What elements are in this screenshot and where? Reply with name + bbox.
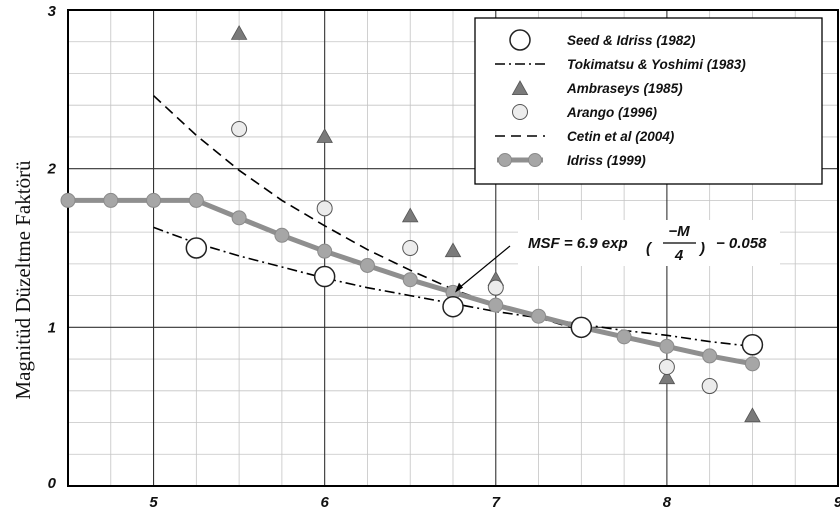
data-point (402, 240, 419, 256)
formula-numerator: −M (668, 223, 690, 240)
data-point (616, 329, 632, 345)
data-point (231, 210, 247, 226)
data-point (230, 24, 248, 40)
data-point (402, 272, 418, 288)
legend-symbol (512, 104, 528, 120)
data-point (444, 242, 462, 258)
y-tick-label: 0 (48, 475, 57, 492)
data-point (231, 121, 248, 137)
legend-label: Ambraseys (1985) (566, 81, 683, 96)
legend-entry: Seed & Idriss (1982) (509, 29, 696, 51)
y-tick-label: 2 (47, 161, 57, 178)
legend: Seed & Idriss (1982) Tokimatsu & Yoshimi … (474, 17, 823, 185)
x-tick-label: 6 (320, 494, 329, 511)
data-point (316, 200, 333, 217)
data-point (313, 265, 336, 288)
series-layer (60, 24, 764, 423)
legend-entry: Ambraseys (1985) (511, 80, 683, 96)
data-point (60, 192, 76, 208)
legend-entry: Cetin et al (2004) (495, 129, 675, 144)
data-point (103, 192, 119, 208)
legend-label: Cetin et al (2004) (567, 129, 675, 144)
formula-denominator: 4 (674, 247, 684, 264)
x-tick-label: 8 (663, 494, 672, 511)
formula-annotation: MSF = 6.9 exp ( −M 4) − 0.058 (455, 220, 780, 293)
data-point (744, 407, 761, 423)
data-point (185, 237, 208, 259)
data-point (188, 192, 204, 208)
legend-symbol (509, 29, 531, 51)
y-tick-label: 3 (48, 3, 57, 20)
axes: 5 6 7 8 9 0 1 2 3 (47, 3, 840, 511)
data-point (744, 356, 760, 372)
formula-paren-right: ) (698, 240, 705, 257)
legend-marker (498, 153, 512, 167)
legend-label: Arango (1996) (566, 105, 658, 120)
data-point (359, 257, 375, 273)
data-point (487, 279, 504, 296)
series-open-circle (185, 237, 764, 356)
data-point (146, 192, 162, 208)
legend-label: Tokimatsu & Yoshimi (1983) (567, 57, 746, 72)
formula-lhs: MSF = 6.9 exp (528, 235, 628, 252)
annotation-arrowhead (455, 282, 463, 293)
annotation-arrow (456, 245, 511, 291)
data-point (701, 378, 718, 395)
formula-rhs: − 0.058 (716, 235, 767, 252)
legend-entry: Idriss (1999) (497, 153, 646, 168)
data-point (442, 295, 464, 318)
legend-entry: Tokimatsu & Yoshimi (1983) (495, 57, 746, 72)
legend-label: Seed & Idriss (1982) (567, 33, 696, 48)
formula-paren-left: ( (646, 240, 653, 257)
data-point (317, 243, 333, 259)
legend-label: Idriss (1999) (567, 153, 646, 168)
y-tick-label: 1 (48, 319, 56, 336)
data-point (741, 334, 764, 356)
legend-marker (528, 153, 542, 167)
data-point (570, 316, 593, 339)
x-tick-label: 5 (149, 494, 158, 511)
data-point (488, 297, 504, 313)
data-point (702, 348, 718, 364)
formula-box (518, 220, 780, 266)
x-tick-label: 9 (834, 494, 840, 511)
x-tick-label: 7 (492, 494, 501, 511)
data-point (659, 338, 675, 354)
legend-entry: Arango (1996) (512, 104, 658, 120)
data-point (274, 227, 290, 243)
data-point (401, 207, 419, 223)
data-point (316, 128, 333, 143)
data-point (658, 369, 676, 385)
legend-symbol (511, 80, 529, 95)
y-axis-label: Magnitüd Düzeltme Faktörü (11, 160, 35, 400)
data-point (658, 359, 675, 375)
data-point (531, 308, 547, 324)
plot-frame (67, 9, 839, 487)
